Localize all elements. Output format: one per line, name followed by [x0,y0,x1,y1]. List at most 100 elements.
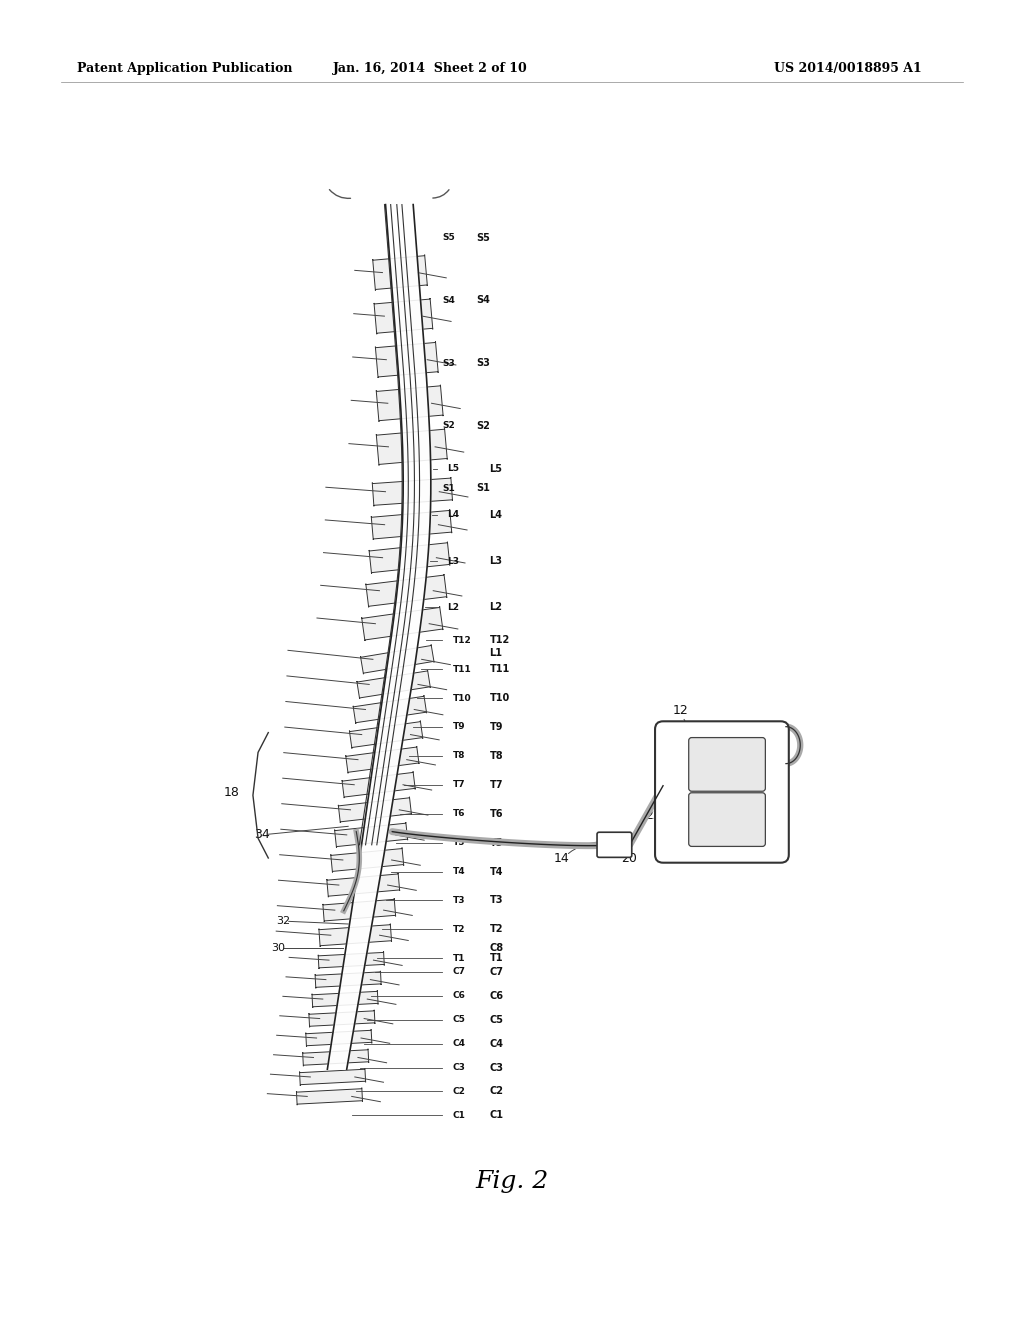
Text: S3: S3 [442,359,455,367]
Text: C2: C2 [453,1086,466,1096]
Text: T1: T1 [453,954,465,962]
Text: T11: T11 [489,664,510,675]
Text: S1: S1 [442,484,455,492]
Text: US 2014/0018895 A1: US 2014/0018895 A1 [774,62,922,75]
FancyBboxPatch shape [689,793,765,846]
FancyBboxPatch shape [346,746,419,774]
FancyBboxPatch shape [327,873,399,898]
Text: C6: C6 [453,991,466,1001]
Text: S2: S2 [442,421,455,430]
FancyBboxPatch shape [335,822,408,847]
FancyBboxPatch shape [356,669,430,700]
Text: T3: T3 [489,895,503,906]
Text: C6: C6 [489,990,504,1001]
FancyBboxPatch shape [315,972,381,989]
Text: T5: T5 [453,838,465,847]
Text: T9: T9 [489,722,503,733]
Text: T5: T5 [489,838,503,847]
Text: T4: T4 [489,866,503,876]
Text: C1: C1 [489,1110,504,1121]
FancyBboxPatch shape [331,847,403,873]
Text: C3: C3 [489,1063,504,1073]
Text: T1: T1 [489,953,503,964]
Text: 30: 30 [271,942,286,953]
FancyBboxPatch shape [338,797,412,822]
FancyBboxPatch shape [361,606,443,642]
Text: T12: T12 [453,636,471,644]
Text: C7: C7 [453,968,466,977]
Text: L4: L4 [447,511,460,519]
Text: L4: L4 [489,510,503,520]
Text: T10: T10 [489,693,510,704]
FancyBboxPatch shape [296,1088,362,1105]
Text: L3: L3 [489,556,503,566]
FancyBboxPatch shape [342,771,416,799]
FancyBboxPatch shape [360,644,434,675]
Text: C1: C1 [453,1111,466,1119]
Text: L2: L2 [447,603,460,611]
FancyBboxPatch shape [312,990,378,1007]
FancyBboxPatch shape [655,721,788,863]
Text: 18: 18 [223,785,240,799]
FancyBboxPatch shape [376,428,447,466]
Text: T9: T9 [453,722,465,731]
Text: S5: S5 [476,232,490,243]
Text: Fig. 2: Fig. 2 [475,1170,549,1193]
Text: C3: C3 [453,1063,466,1072]
Text: T7: T7 [453,780,465,789]
Text: 16: 16 [756,849,772,862]
Text: C4: C4 [489,1039,504,1048]
Text: 20: 20 [621,851,637,865]
Text: C5: C5 [489,1015,504,1024]
Text: T11: T11 [453,664,471,673]
Text: C4: C4 [453,1039,466,1048]
FancyBboxPatch shape [597,832,632,858]
FancyBboxPatch shape [303,1049,369,1067]
FancyBboxPatch shape [376,385,443,421]
FancyBboxPatch shape [353,696,427,723]
Text: T3: T3 [453,896,465,906]
Text: C2: C2 [489,1086,504,1097]
Text: S1: S1 [476,483,490,494]
FancyBboxPatch shape [299,1068,366,1085]
Text: T8: T8 [489,751,503,760]
Polygon shape [328,205,431,1069]
Text: S2: S2 [476,421,490,430]
FancyBboxPatch shape [369,541,450,574]
FancyBboxPatch shape [376,342,438,378]
FancyBboxPatch shape [306,1030,372,1047]
Text: T10: T10 [453,693,471,702]
Text: T6: T6 [489,809,503,818]
Text: S3: S3 [476,358,490,368]
FancyBboxPatch shape [374,298,433,334]
Text: 14: 14 [553,851,569,865]
FancyBboxPatch shape [366,574,446,607]
Text: T6: T6 [453,809,465,818]
FancyBboxPatch shape [372,510,452,540]
FancyBboxPatch shape [323,899,395,921]
Text: S4: S4 [442,296,456,305]
Text: C7: C7 [489,966,504,977]
Text: C5: C5 [453,1015,466,1024]
FancyBboxPatch shape [309,1010,375,1027]
Text: T4: T4 [453,867,465,876]
Text: T12: T12 [489,635,510,645]
FancyBboxPatch shape [318,924,391,946]
Text: Patent Application Publication: Patent Application Publication [77,62,292,75]
FancyBboxPatch shape [318,952,384,969]
Text: Jan. 16, 2014  Sheet 2 of 10: Jan. 16, 2014 Sheet 2 of 10 [333,62,527,75]
Text: L3: L3 [447,557,460,565]
Text: 22: 22 [645,809,662,822]
Text: T2: T2 [489,924,503,935]
Text: L5: L5 [447,465,460,473]
FancyBboxPatch shape [373,255,427,290]
Text: C8: C8 [489,942,504,953]
Text: 34: 34 [254,828,269,841]
Text: 32: 32 [276,916,291,927]
Text: T7: T7 [489,780,503,789]
Text: L1: L1 [489,648,503,659]
Text: L2: L2 [489,602,503,612]
FancyBboxPatch shape [373,477,453,507]
Text: T2: T2 [453,925,465,935]
Text: S5: S5 [442,234,455,242]
